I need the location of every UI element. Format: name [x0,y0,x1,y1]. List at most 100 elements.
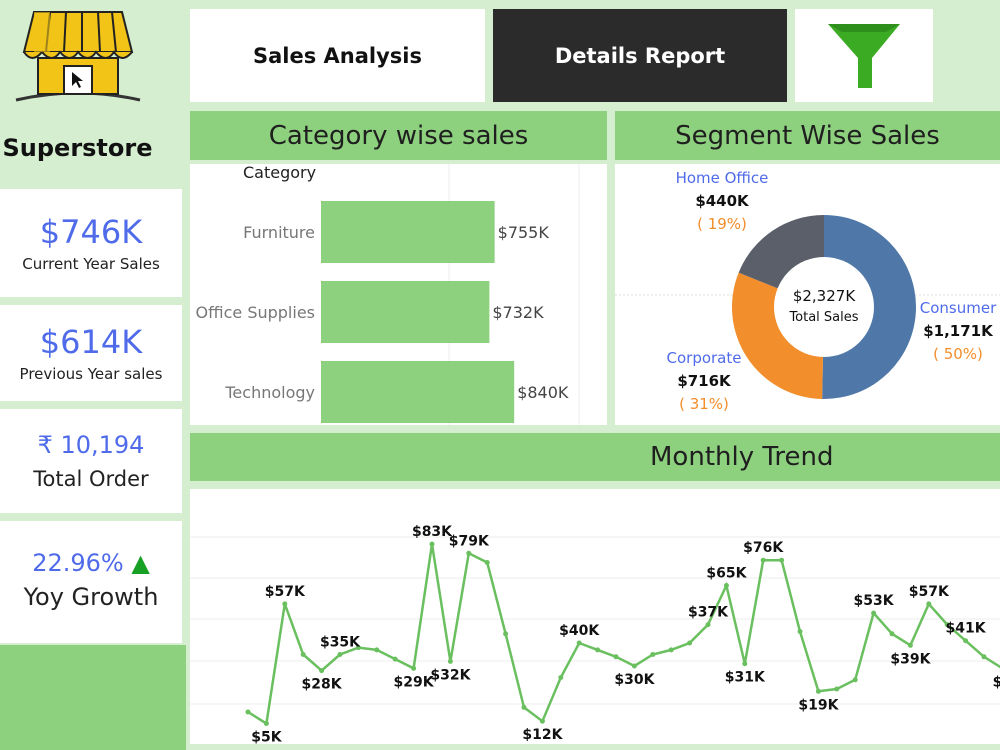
trend-point[interactable] [944,622,950,628]
trend-point[interactable] [963,638,969,644]
sidebar-footer [0,645,186,750]
trend-point[interactable] [779,557,785,563]
filter-button[interactable] [795,9,933,102]
segment-donut-chart: $2,327K Total Sales Home Office $440K ( … [615,169,1000,413]
trend-point[interactable] [282,601,288,607]
kpi-value: $614K [39,323,143,361]
trend-point[interactable] [263,721,269,726]
trend-panel-header: Monthly Trend [190,433,1000,481]
segment-name-home-office: Home Office [676,169,769,187]
category-value-label: $840K [517,383,569,402]
trend-point[interactable] [411,665,417,671]
trend-point[interactable] [889,631,895,637]
trend-point[interactable] [907,642,913,648]
trend-point-label: $12K [522,727,563,743]
trend-point[interactable] [466,550,472,556]
kpi-growth-row: 22.96% ▲ [0,549,182,577]
trend-point[interactable] [926,601,932,607]
kpi-label: Current Year Sales [22,255,160,273]
trend-point[interactable] [447,658,453,664]
trend-point[interactable] [797,629,803,634]
trend-line [247,543,1000,726]
kpi-yoy-growth: 22.96% ▲ Yoy Growth [0,521,182,643]
category-bar[interactable] [321,201,495,263]
donut-center-label: Total Sales [788,310,858,325]
trend-point[interactable] [539,718,545,724]
kpi-current-year-sales: $746K Current Year Sales [0,189,182,297]
segment-name-corporate: Corporate [667,349,742,367]
trend-point[interactable] [834,686,840,692]
segment-panel: $2,327K Total Sales Home Office $440K ( … [615,164,1000,425]
trend-point[interactable] [815,688,821,694]
trend-point[interactable] [742,661,748,667]
kpi-label: Total Order [33,467,149,491]
kpi-total-order: ₹ 10,194 Total Order [0,409,182,513]
tab-details-report[interactable]: Details Report [493,9,787,102]
trend-point-label: $41K [946,621,987,637]
trend-point-label: $83K [412,524,453,540]
trend-point-label: $53K [854,593,895,609]
trend-point[interactable] [981,654,987,660]
trend-point-label: $19K [798,697,839,713]
monthly-trend-line-chart: $5K $57K $28K $35K $29K $83K $32K $79K $12K $40K $… [190,524,1000,746]
category-value-label: $732K [492,303,544,322]
segment-panel-header: Segment Wise Sales [615,111,1000,160]
trend-point[interactable] [760,557,766,563]
segment-chart-title: Segment Wise Sales [675,120,940,151]
trend-point[interactable] [723,583,729,588]
sidebar: Superstore $746K Current Year Sales $614… [0,0,186,750]
trend-point[interactable] [484,560,490,565]
segment-percent-consumer: ( 50%) [933,345,983,363]
trend-point[interactable] [650,652,656,657]
trend-chart-title: Monthly Trend [650,442,834,472]
trend-point[interactable] [319,668,325,674]
trend-point[interactable] [392,656,398,662]
trend-point[interactable] [595,647,601,653]
trend-point[interactable] [613,654,619,660]
trend-point[interactable] [337,652,343,657]
trend-point[interactable] [503,631,509,637]
category-value-label: $755K [498,223,550,242]
trend-point[interactable] [521,704,527,710]
trend-point[interactable] [576,640,582,646]
store-icon [15,11,141,102]
trend-point-label: $79K [449,533,490,549]
category-tick-label: Furniture [243,223,315,242]
segment-value-corporate: $716K [677,372,732,390]
tab-sales-analysis[interactable]: Sales Analysis [190,9,485,102]
trend-point[interactable] [631,663,637,669]
trend-point-label: $28K [302,677,343,693]
segment-value-home-office: $440K [695,192,750,210]
trend-point-label: $30K [614,672,655,688]
category-chart-title: Category wise sales [268,120,529,151]
trend-point[interactable] [429,541,435,547]
trend-point[interactable] [245,709,251,715]
category-bar[interactable] [321,361,515,423]
filter-icon [828,23,900,88]
trend-point-label: $57K [909,584,950,600]
trend-point-label: $39K [890,651,931,667]
trend-point[interactable] [558,675,564,680]
trend-point-label: $65K [706,566,747,582]
category-axis-label: Category [243,164,316,182]
trend-point-label: $3 [993,674,1000,690]
segment-name-consumer: Consumer [920,299,997,317]
category-panel-header: Category wise sales [190,111,607,160]
trend-point[interactable] [705,622,711,628]
trend-point[interactable] [668,647,674,653]
brand-title: Superstore [2,134,153,162]
trend-point[interactable] [374,647,380,653]
trend-point[interactable] [871,610,877,616]
kpi-value: 22.96% [32,549,124,577]
category-tick-label: Office Supplies [196,303,315,322]
trend-point[interactable] [687,640,693,646]
trend-point[interactable] [852,677,858,683]
segment-value-consumer: $1,171K [923,322,994,340]
trend-point-label: $32K [430,667,471,683]
category-bar[interactable] [321,281,490,343]
trend-point[interactable] [355,645,361,651]
trend-point-label: $5K [251,730,282,745]
kpi-previous-year-sales: $614K Previous Year sales [0,305,182,401]
trend-point[interactable] [300,652,306,657]
trend-point-label: $29K [394,674,435,690]
